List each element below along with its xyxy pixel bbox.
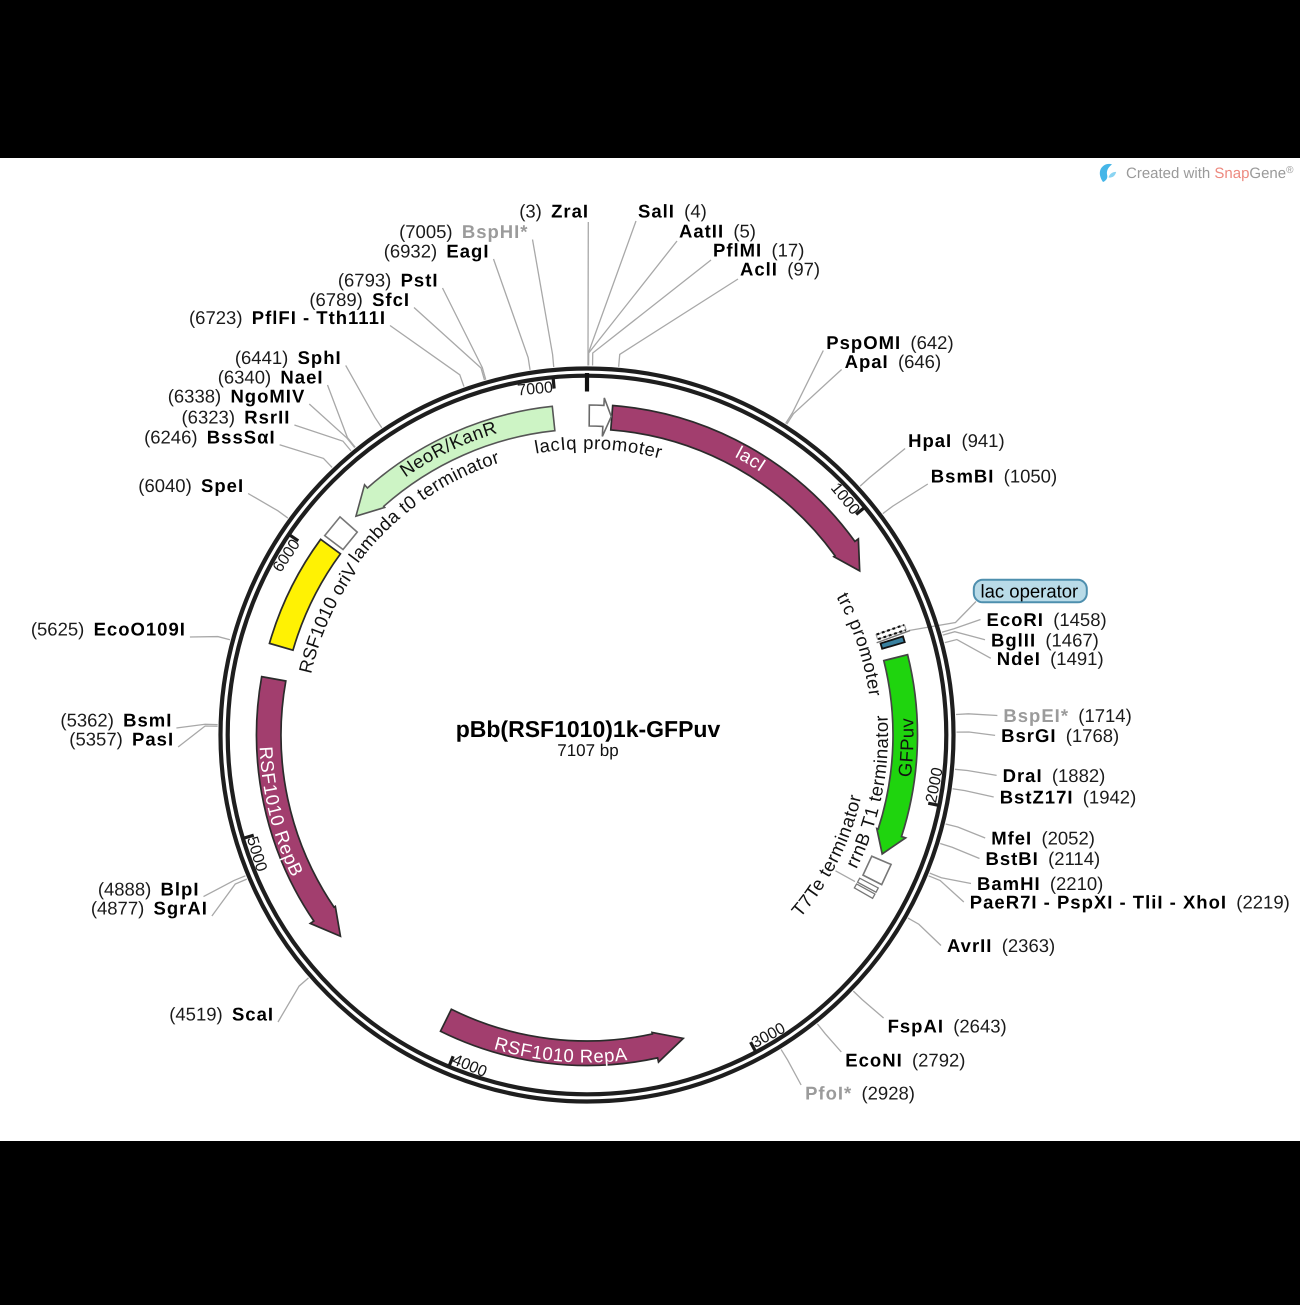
svg-text:BstBI (2114): BstBI (2114) — [986, 848, 1101, 869]
svg-text:BamHI (2210): BamHI (2210) — [977, 873, 1103, 894]
svg-text:EcoNI (2792): EcoNI (2792) — [845, 1050, 965, 1071]
svg-text:HpaI (941): HpaI (941) — [908, 430, 1005, 451]
svg-text:SalI (4): SalI (4) — [638, 201, 707, 222]
svg-text:(6932) EagI: (6932) EagI — [384, 241, 490, 262]
svg-text:(7005) BspHI*: (7005) BspHI* — [399, 221, 528, 242]
svg-text:lac operator: lac operator — [981, 581, 1079, 602]
svg-text:(4877) SgrAI: (4877) SgrAI — [91, 898, 208, 919]
svg-text:Created with SnapGene®: Created with SnapGene® — [1126, 165, 1294, 182]
svg-text:AatII (5): AatII (5) — [679, 221, 756, 242]
svg-text:(6338) NgoMIV: (6338) NgoMIV — [168, 386, 306, 407]
svg-text:(4888) BlpI: (4888) BlpI — [98, 878, 200, 899]
svg-text:ApaI (646): ApaI (646) — [845, 351, 942, 372]
svg-text:(6323) RsrII: (6323) RsrII — [182, 407, 291, 428]
svg-text:7000: 7000 — [517, 379, 554, 399]
svg-text:PaeR7I - PspXI - TliI - XhoI (: PaeR7I - PspXI - TliI - XhoI (2219) — [970, 892, 1290, 913]
svg-text:(5362) BsmI: (5362) BsmI — [60, 710, 172, 731]
svg-text:(6789) SfcI: (6789) SfcI — [309, 289, 410, 310]
svg-text:pBb(RSF1010)1k-GFPuv: pBb(RSF1010)1k-GFPuv — [456, 716, 721, 742]
svg-text:BspEI* (1714): BspEI* (1714) — [1003, 705, 1131, 726]
svg-text:BsmBI (1050): BsmBI (1050) — [931, 466, 1057, 487]
svg-text:(6441) SphI: (6441) SphI — [235, 347, 342, 368]
svg-text:(6040) SpeI: (6040) SpeI — [138, 475, 244, 496]
svg-text:FspAI (2643): FspAI (2643) — [888, 1016, 1007, 1037]
svg-text:(6246) BssSαI: (6246) BssSαI — [144, 426, 276, 447]
svg-text:MfeI (2052): MfeI (2052) — [991, 828, 1095, 849]
svg-text:(6340) NaeI: (6340) NaeI — [218, 367, 324, 388]
svg-text:EcoRI (1458): EcoRI (1458) — [987, 609, 1107, 630]
svg-text:DraI (1882): DraI (1882) — [1003, 765, 1106, 786]
svg-text:(4519) ScaI: (4519) ScaI — [169, 1004, 274, 1025]
svg-text:BglII (1467): BglII (1467) — [991, 629, 1099, 650]
svg-text:AclI (97): AclI (97) — [740, 259, 820, 280]
svg-text:(6723) PflFI - Tth111I: (6723) PflFI - Tth111I — [189, 307, 386, 328]
svg-text:GFPuv: GFPuv — [894, 717, 918, 778]
svg-text:BstZ17I (1942): BstZ17I (1942) — [1000, 787, 1137, 808]
svg-text:BsrGI (1768): BsrGI (1768) — [1001, 725, 1119, 746]
svg-text:(5625) EcoO109I: (5625) EcoO109I — [31, 619, 186, 640]
svg-text:7107 bp: 7107 bp — [557, 741, 618, 760]
svg-text:PfoI* (2928): PfoI* (2928) — [805, 1083, 915, 1104]
svg-text:NdeI (1491): NdeI (1491) — [997, 648, 1104, 669]
svg-text:(5357) PasI: (5357) PasI — [69, 729, 174, 750]
svg-text:PflMI (17): PflMI (17) — [713, 240, 804, 261]
svg-text:AvrII (2363): AvrII (2363) — [947, 935, 1055, 956]
svg-text:(3) ZraI: (3) ZraI — [519, 201, 589, 222]
svg-text:2000: 2000 — [923, 766, 947, 804]
svg-text:PspOMI (642): PspOMI (642) — [826, 332, 953, 353]
svg-text:(6793) PstI: (6793) PstI — [338, 270, 439, 291]
